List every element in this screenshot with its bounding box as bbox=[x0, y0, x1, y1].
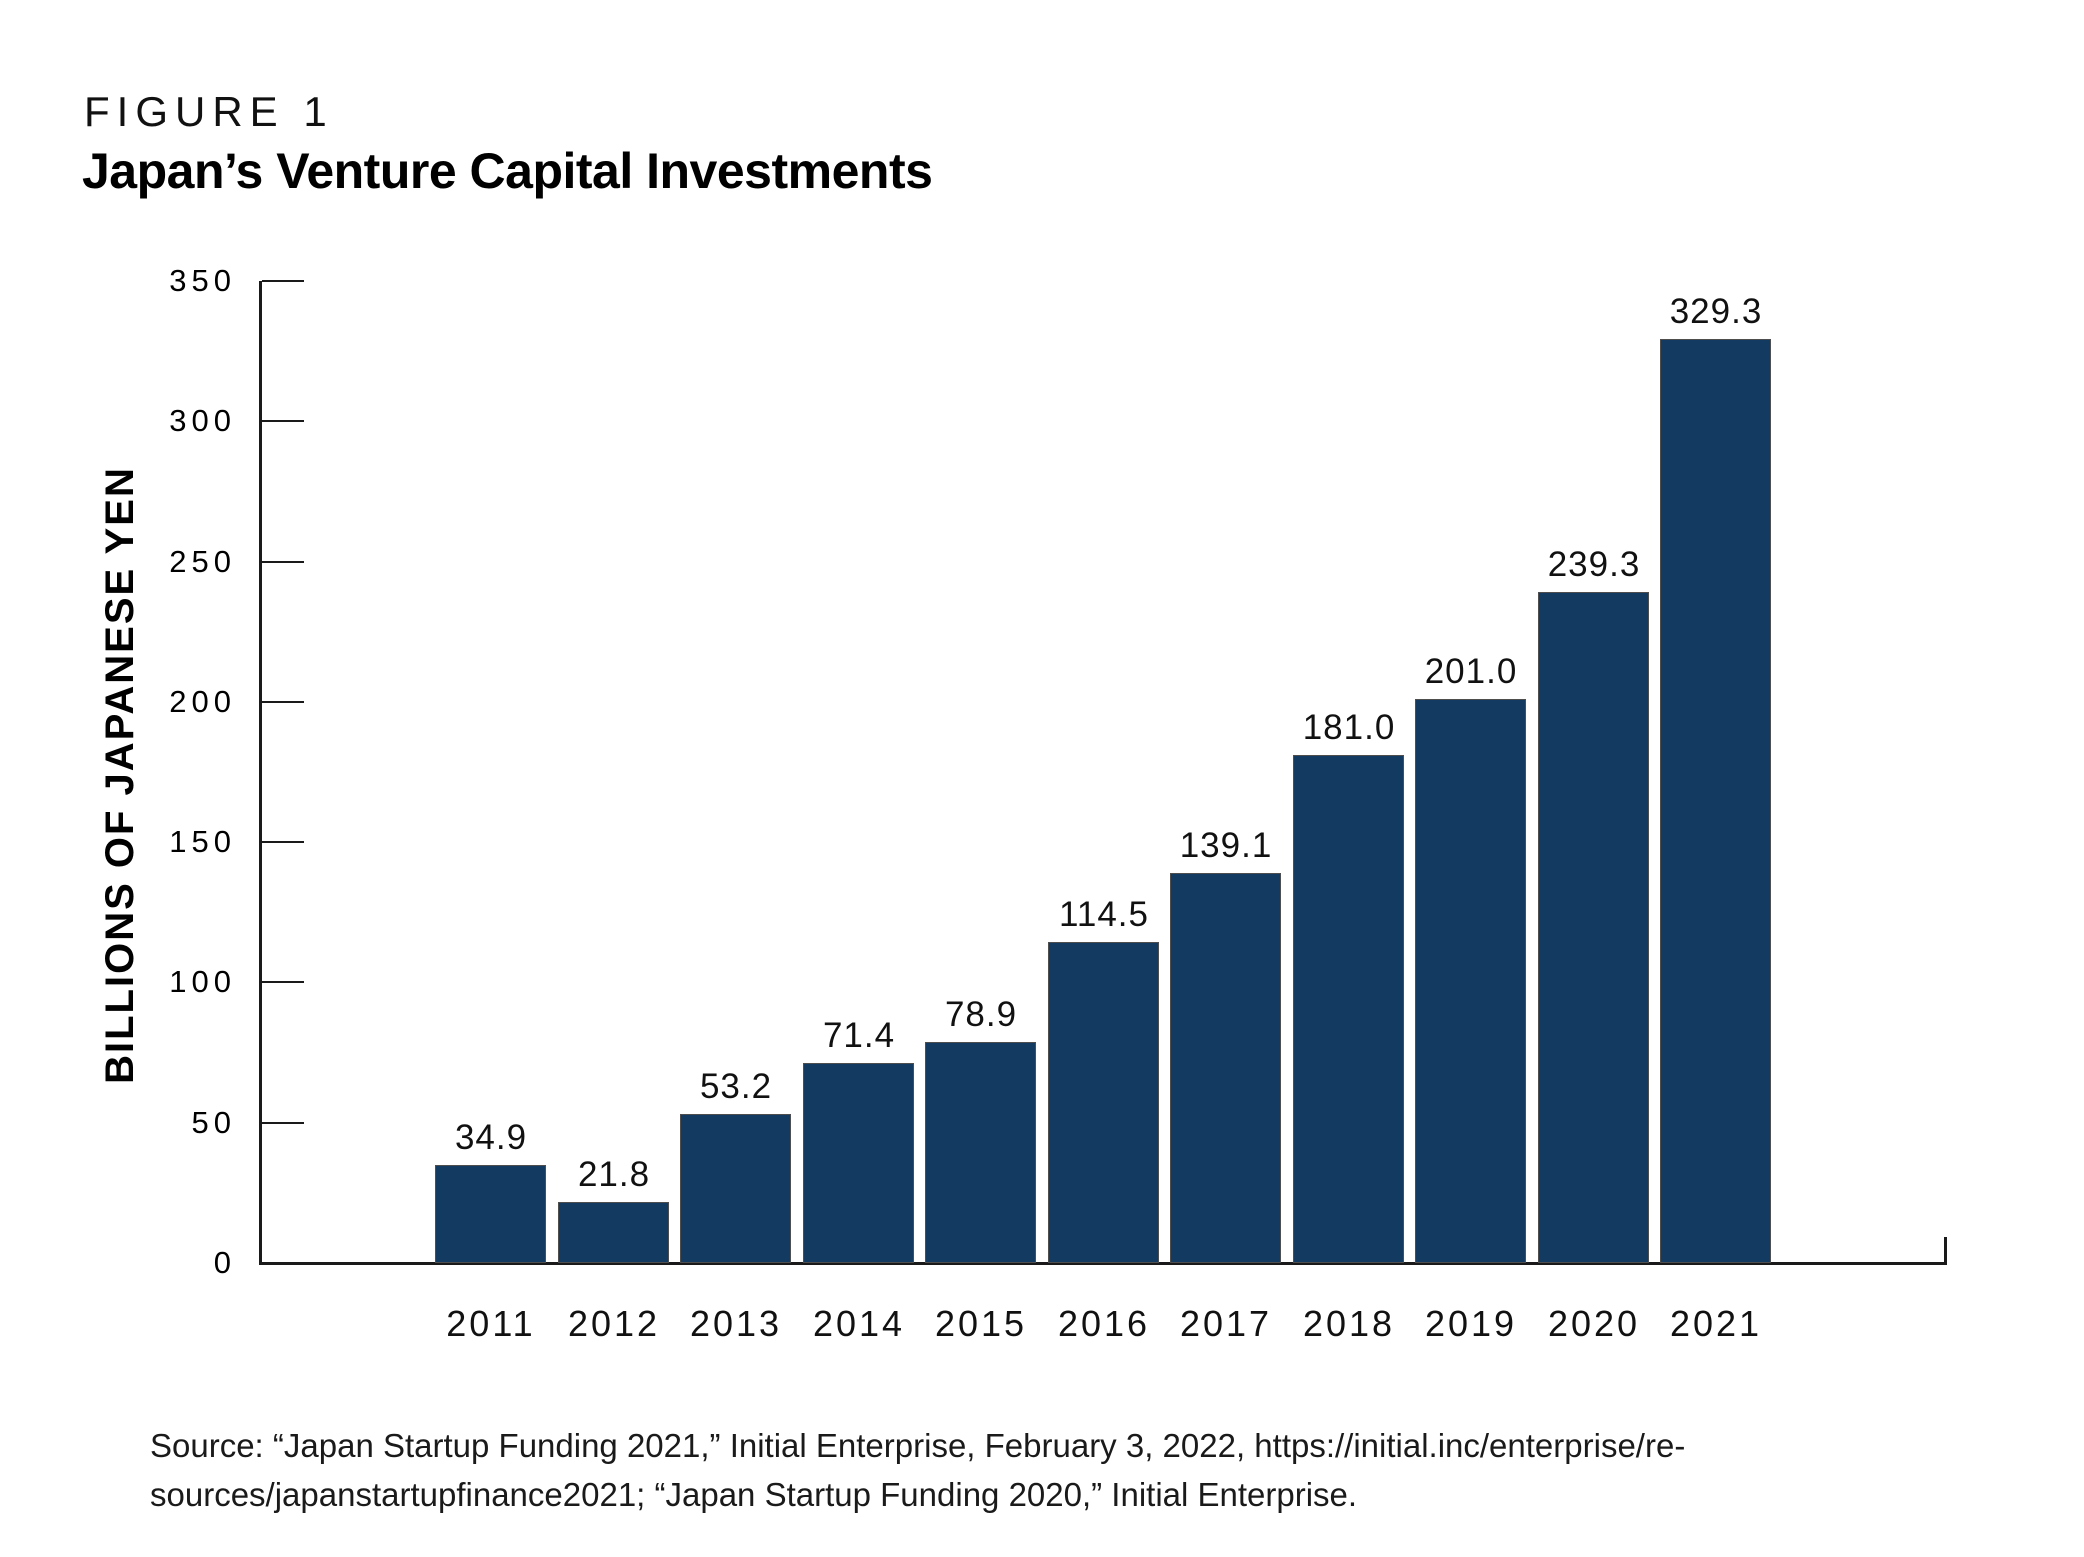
x-tick-label-2019: 2019 bbox=[1424, 1303, 1518, 1344]
bar-value-label-2012: 21.8 bbox=[577, 1155, 651, 1194]
bar-value-label-2015: 78.9 bbox=[944, 995, 1018, 1034]
bar-2020 bbox=[1538, 592, 1649, 1263]
y-tick-label-300: 300 bbox=[169, 403, 236, 438]
x-tick-label-2020: 2020 bbox=[1547, 1303, 1641, 1344]
y-tick-label-200: 200 bbox=[169, 684, 236, 719]
x-tick-label-2014: 2014 bbox=[812, 1303, 906, 1344]
y-tick-label-150: 150 bbox=[169, 824, 236, 859]
figure-label: FIGURE 1 bbox=[84, 88, 334, 135]
bar-2019 bbox=[1415, 699, 1526, 1263]
bar-value-label-2019: 201.0 bbox=[1424, 652, 1518, 691]
y-tick-label-100: 100 bbox=[169, 964, 236, 999]
bar-2015 bbox=[925, 1042, 1036, 1263]
y-tick-250 bbox=[262, 561, 304, 563]
y-tick-150 bbox=[262, 841, 304, 843]
x-tick-label-2021: 2021 bbox=[1669, 1303, 1763, 1344]
y-tick-200 bbox=[262, 701, 304, 703]
source-note: Source: “Japan Startup Funding 2021,” In… bbox=[150, 1421, 1685, 1519]
bar-value-label-2020: 239.3 bbox=[1547, 545, 1641, 584]
x-tick-label-2016: 2016 bbox=[1057, 1303, 1151, 1344]
bar-value-label-2013: 53.2 bbox=[699, 1067, 773, 1106]
y-tick-350 bbox=[262, 280, 304, 282]
bar-2013 bbox=[680, 1114, 791, 1263]
x-axis-line bbox=[259, 1262, 1947, 1265]
y-tick-50 bbox=[262, 1122, 304, 1124]
bar-2017 bbox=[1170, 873, 1281, 1263]
y-tick-label-250: 250 bbox=[169, 544, 236, 579]
x-tick-label-2011: 2011 bbox=[446, 1303, 536, 1344]
x-tick-label-2012: 2012 bbox=[567, 1303, 661, 1344]
bar-2012 bbox=[558, 1202, 669, 1263]
x-axis-end-tick bbox=[1944, 1237, 1947, 1262]
y-tick-300 bbox=[262, 420, 304, 422]
bar-2016 bbox=[1048, 942, 1159, 1263]
bar-value-label-2014: 71.4 bbox=[822, 1016, 896, 1055]
bar-value-label-2021: 329.3 bbox=[1669, 292, 1763, 331]
y-tick-label-350: 350 bbox=[169, 263, 236, 298]
x-tick-label-2018: 2018 bbox=[1302, 1303, 1396, 1344]
y-tick-label-0: 0 bbox=[213, 1245, 236, 1280]
x-tick-label-2015: 2015 bbox=[934, 1303, 1028, 1344]
y-tick-label-50: 50 bbox=[191, 1105, 236, 1140]
bar-2021 bbox=[1660, 339, 1771, 1263]
bar-value-label-2017: 139.1 bbox=[1179, 826, 1273, 865]
y-tick-100 bbox=[262, 981, 304, 983]
bar-2011 bbox=[435, 1165, 546, 1263]
bar-2018 bbox=[1293, 755, 1404, 1263]
figure-title: Japan’s Venture Capital Investments bbox=[82, 143, 933, 199]
bar-value-label-2011: 34.9 bbox=[454, 1118, 528, 1157]
bar-2014 bbox=[803, 1063, 914, 1263]
bar-value-label-2018: 181.0 bbox=[1302, 708, 1396, 747]
source-line: Source: “Japan Startup Funding 2021,” In… bbox=[150, 1427, 1686, 1464]
x-tick-label-2013: 2013 bbox=[689, 1303, 783, 1344]
source-line: sources/japanstartupfinance2021; “Japan … bbox=[150, 1476, 1358, 1513]
bar-value-label-2016: 114.5 bbox=[1059, 895, 1149, 934]
y-axis-line bbox=[259, 281, 262, 1265]
x-tick-label-2017: 2017 bbox=[1179, 1303, 1273, 1344]
